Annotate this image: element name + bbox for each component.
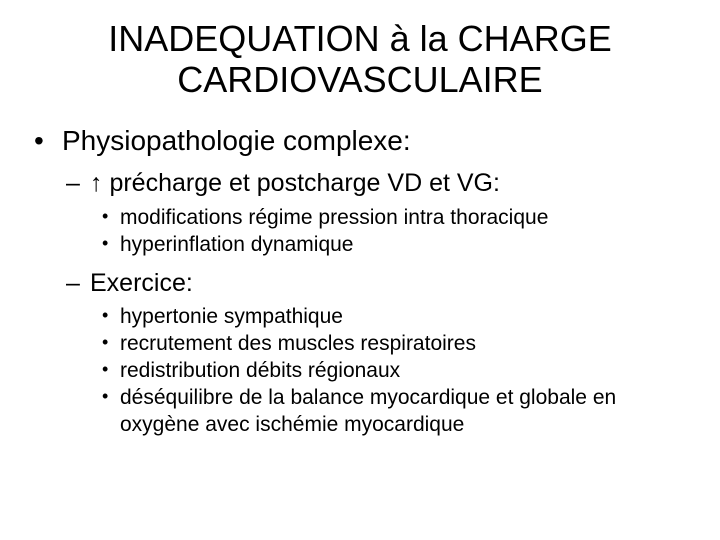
level3-text: hyperinflation dynamique [120,233,353,256]
level3-item: modifications régime pression intra thor… [90,205,692,232]
level2-text: ↑ précharge et postcharge VD et VG: [90,169,500,197]
level3-text: modifications régime pression intra thor… [120,206,548,229]
bullet-list-level2: ↑ précharge et postcharge VD et VG: modi… [62,167,692,439]
level3-item: recrutement des muscles respiratoires [90,331,692,358]
level3-item: redistribution débits régionaux [90,358,692,385]
level1-text: Physiopathologie complexe: [62,125,411,156]
slide-title: INADEQUATION à la CHARGE CARDIOVASCULAIR… [28,18,692,101]
level3-text: déséquilibre de la balance myocardique e… [120,386,616,436]
level3-item: déséquilibre de la balance myocardique e… [90,385,692,439]
level2-item: Exercice: hypertonie sympathique recrute… [62,267,692,439]
level3-text: hypertonie sympathique [120,305,343,328]
bullet-list-level1: Physiopathologie complexe: ↑ précharge e… [28,123,692,439]
level3-text: redistribution débits régionaux [120,359,400,382]
level2-item: ↑ précharge et postcharge VD et VG: modi… [62,167,692,259]
level1-item: Physiopathologie complexe: ↑ précharge e… [28,123,692,439]
level3-text: recrutement des muscles respiratoires [120,332,476,355]
level3-item: hypertonie sympathique [90,304,692,331]
level3-item: hyperinflation dynamique [90,232,692,259]
level2-text: Exercice: [90,269,193,297]
bullet-list-level3: hypertonie sympathique recrutement des m… [90,304,692,438]
bullet-list-level3: modifications régime pression intra thor… [90,205,692,259]
